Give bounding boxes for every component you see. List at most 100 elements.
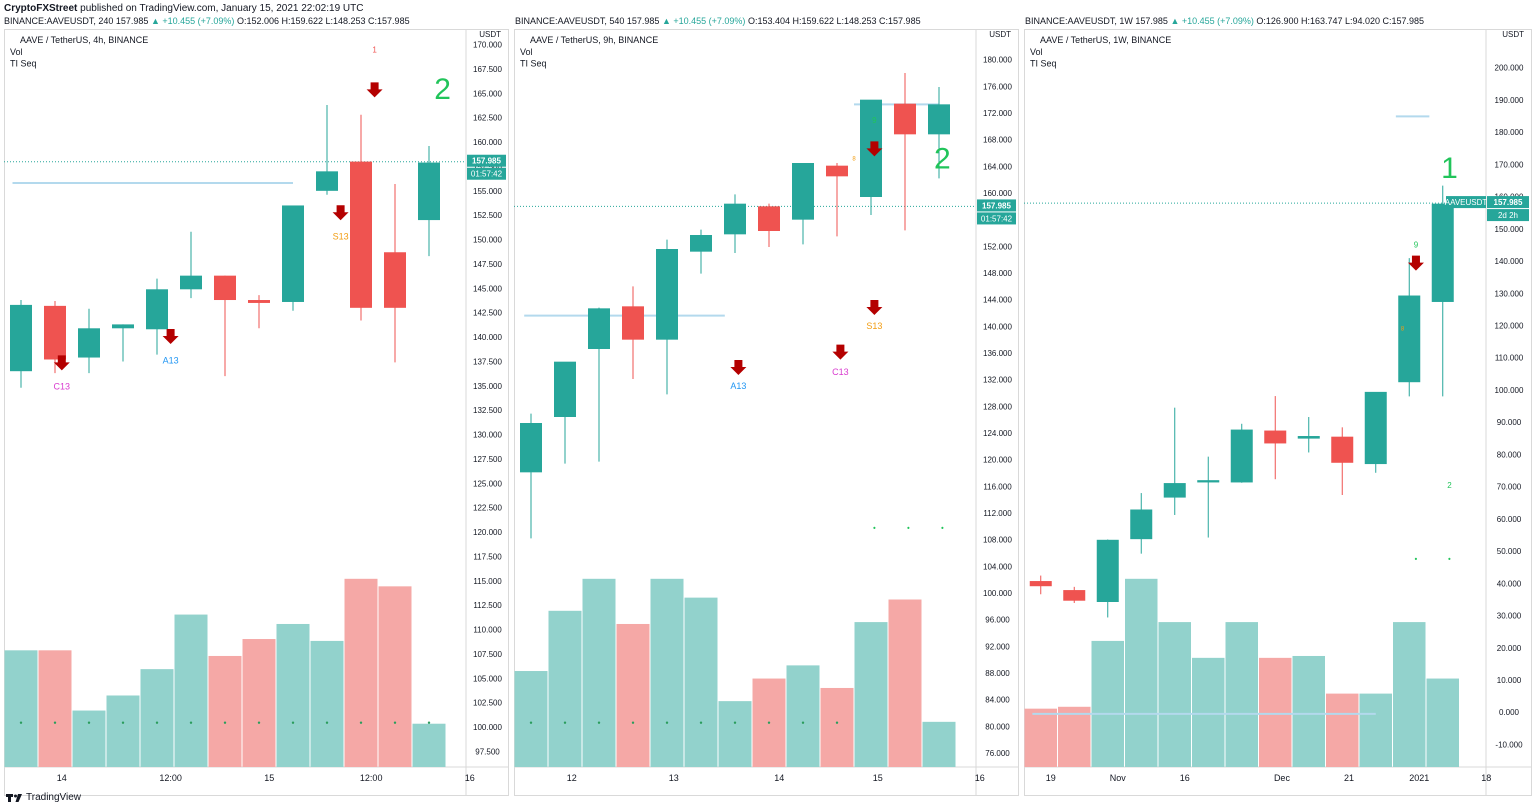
publish-line: CryptoFXStreet published on TradingView.… [4, 3, 363, 14]
volume-bar [72, 710, 106, 767]
volume-bar [174, 614, 208, 767]
y-tick-label: 100.000 [473, 723, 502, 732]
y-tick-label: 132.500 [473, 406, 502, 415]
seq-label: S13 [333, 232, 349, 242]
y-tick-label: 92.000 [985, 642, 1010, 651]
sell-arrow-icon [866, 141, 883, 157]
y-tick-label: 30.000 [1497, 612, 1522, 621]
candle-body [146, 289, 168, 330]
candle-body [10, 304, 32, 372]
x-tick-label: 21 [1344, 773, 1354, 783]
x-tick-label: 15 [873, 773, 883, 783]
volume-bar [1192, 657, 1225, 767]
volume-bar [820, 687, 854, 767]
x-tick-label: Dec [1274, 773, 1291, 783]
sell-arrow-icon [866, 300, 883, 315]
x-tick-label: 14 [57, 773, 67, 783]
volume-bar [1359, 693, 1392, 767]
price-badge-text: 157.985 [1494, 198, 1523, 207]
candle-body [112, 324, 134, 329]
y-tick-label: 172.000 [983, 109, 1012, 118]
y-tick-label: 127.500 [473, 455, 502, 464]
symbol-badge [1446, 196, 1486, 209]
volume-bar [718, 701, 752, 767]
footer-brand[interactable]: TradingView [26, 792, 82, 803]
candle-body [826, 165, 848, 177]
chart-panel-9h[interactable]: AAVE / TetherUS, 9h, BINANCE Vol TI Seq A13… [514, 29, 1019, 796]
author-name[interactable]: CryptoFXStreet [4, 3, 78, 14]
countdown-badge [1487, 209, 1529, 222]
candle-body [1230, 429, 1253, 483]
indicator-label-vol: Vol [10, 47, 23, 57]
y-tick-label: 170.000 [1495, 160, 1524, 169]
seq-dot [325, 721, 329, 724]
panel-2-change: ▲ +10.455 (+7.09%) [661, 16, 746, 26]
footer: TradingView [6, 792, 81, 803]
candle-body [554, 361, 576, 417]
y-tick-label: 148.000 [983, 269, 1012, 278]
y-tick-label: 80.000 [1497, 450, 1522, 459]
y-tick-label: 180.000 [983, 56, 1012, 65]
x-tick-label: 19 [1046, 773, 1056, 783]
candle-body [1096, 539, 1119, 602]
volume-bar [106, 695, 140, 767]
y-tick-label: 176.000 [983, 82, 1012, 91]
y-tick-label: 164.000 [983, 162, 1012, 171]
y-tick-label: 80.000 [985, 722, 1010, 731]
panel-2-header: BINANCE:AAVEUSDT, 540 157.985 ▲ +10.455 … [515, 16, 921, 26]
y-tick-label: 100.000 [1495, 386, 1524, 395]
seq-label: A13 [730, 381, 746, 391]
sell-arrow-icon [1407, 255, 1424, 271]
chart-panel-4h[interactable]: AAVE / TetherUS, 4h, BINANCE Vol TI Seq C13… [4, 29, 509, 796]
sell-arrow-icon [162, 329, 179, 345]
seq-dot [257, 721, 261, 724]
seq-label: • [941, 523, 944, 532]
y-tick-label: 130.000 [1495, 289, 1524, 298]
candle-body [282, 205, 304, 302]
y-tick-label: 160.000 [983, 189, 1012, 198]
volume-bar [378, 586, 412, 767]
y-tick-label: 140.000 [473, 333, 502, 342]
y-tick-label: 102.500 [473, 699, 502, 708]
seq-label: 8 [852, 156, 856, 162]
y-tick-label: 144.000 [983, 296, 1012, 305]
x-tick-label: 16 [1180, 773, 1190, 783]
candle-body [894, 103, 916, 135]
seq-dot [835, 721, 839, 724]
candle-body [1431, 203, 1454, 302]
y-tick-label: 120.000 [1495, 321, 1524, 330]
panel-1-symbol: BINANCE:AAVEUSDT, 240 [4, 16, 114, 26]
x-tick-label: 14 [774, 773, 784, 783]
seq-dot [767, 721, 771, 724]
candle-body [384, 252, 406, 308]
seq-label: • [907, 523, 910, 532]
volume-bar [1393, 622, 1426, 767]
x-tick-label: 16 [975, 773, 985, 783]
candle-body [928, 104, 950, 135]
y-tick-label: 120.000 [983, 456, 1012, 465]
volume-bar [242, 639, 276, 767]
volume-bar [208, 655, 242, 767]
y-tick-label: 0.000 [1499, 708, 1520, 717]
y-tick-label: 88.000 [985, 669, 1010, 678]
y-tick-label: 70.000 [1497, 483, 1522, 492]
panel-2-price: 157.985 [626, 16, 660, 26]
candle-body [622, 306, 644, 340]
y-tick-label: 150.000 [1495, 225, 1524, 234]
seq-dot [563, 721, 567, 724]
candle-body [792, 163, 814, 220]
seq-dot [87, 721, 91, 724]
sell-arrow-icon [332, 205, 349, 221]
chart-panel-1w[interactable]: AAVE / TetherUS, 1W, BINANCE Vol TI Seq 9 8 1… [1024, 29, 1532, 796]
y-tick-label: 152.500 [473, 211, 502, 220]
seq-label: 2 [1447, 481, 1452, 490]
axis-unit: USDT [1502, 30, 1524, 39]
y-tick-label: 104.000 [983, 562, 1012, 571]
volume-bar [1225, 622, 1258, 767]
countdown-badge [467, 167, 506, 180]
y-tick-label: 132.000 [983, 376, 1012, 385]
y-tick-label: 60.000 [1497, 515, 1522, 524]
y-tick-label: 10.000 [1497, 676, 1522, 685]
y-tick-label: 40.000 [1497, 579, 1522, 588]
seq-label: • [873, 523, 876, 532]
